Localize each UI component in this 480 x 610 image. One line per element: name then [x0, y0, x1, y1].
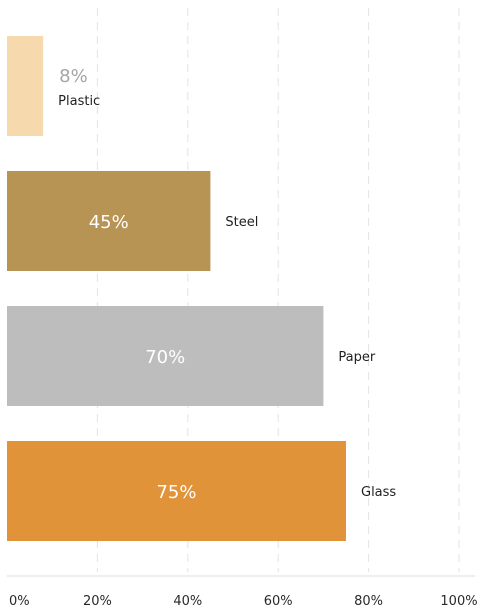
x-tick-label: 0%	[9, 594, 30, 609]
x-tick-labels: 0% 20% 40% 60% 80% 100%	[9, 594, 478, 609]
category-label-paper: Paper	[338, 350, 375, 365]
x-tick-label: 40%	[173, 594, 202, 609]
bar-paper	[7, 306, 324, 406]
value-labels: 8% 45% 70% 75%	[59, 66, 196, 503]
bar-plastic	[7, 36, 44, 136]
bar-steel	[7, 171, 211, 271]
grid-lines	[96, 8, 460, 572]
x-tick-label: 20%	[83, 594, 112, 609]
category-label-plastic: Plastic	[58, 94, 100, 109]
category-labels: Plastic Steel Paper Glass	[58, 94, 396, 500]
value-label-steel: 45%	[89, 212, 129, 233]
category-label-glass: Glass	[361, 485, 396, 500]
x-tick-label: 100%	[440, 594, 477, 609]
x-tick-label: 60%	[264, 594, 293, 609]
value-label-glass: 75%	[156, 482, 196, 503]
x-tick-label: 80%	[354, 594, 383, 609]
category-label-steel: Steel	[225, 215, 258, 230]
value-label-paper: 70%	[145, 347, 185, 368]
bars	[7, 36, 346, 541]
value-label-plastic: 8%	[59, 66, 88, 87]
bar-glass	[7, 441, 346, 541]
